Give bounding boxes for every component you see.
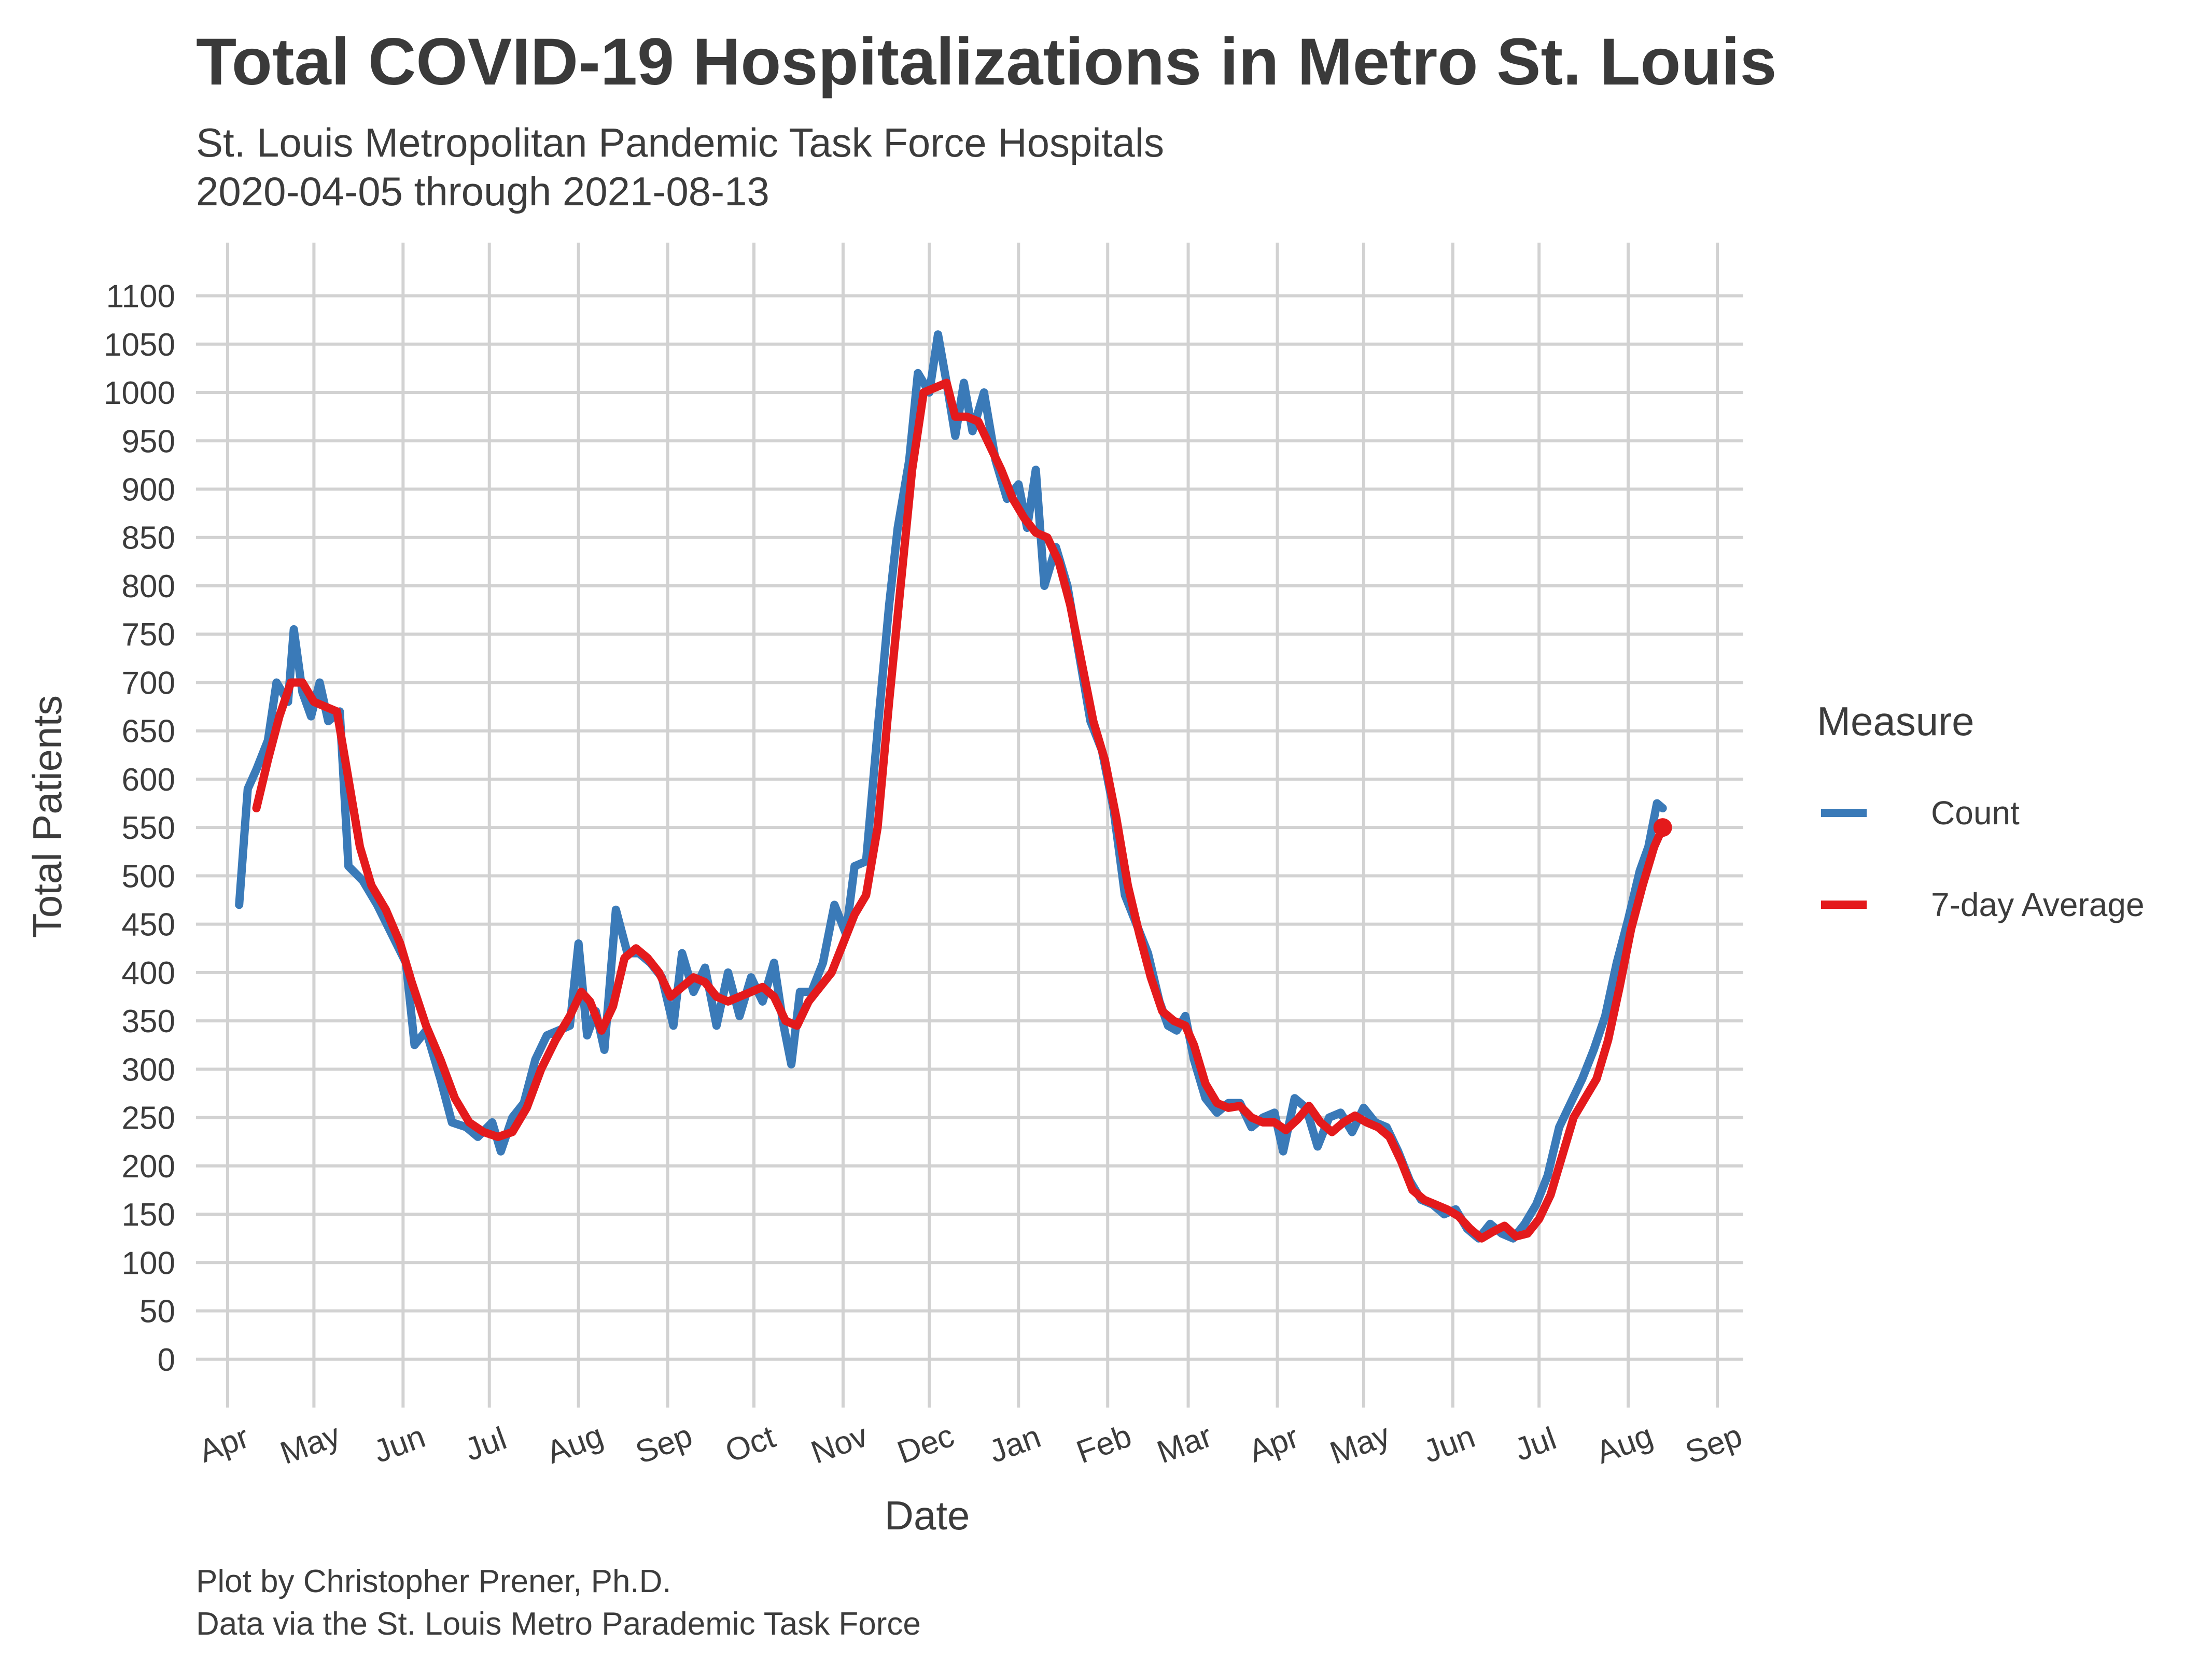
y-tick-label: 1050 xyxy=(104,327,175,363)
x-tick-label: May xyxy=(276,1417,345,1471)
x-tick-label: May xyxy=(1325,1417,1395,1471)
x-tick-label: Jun xyxy=(369,1418,430,1470)
y-tick-label: 550 xyxy=(122,810,175,846)
subtitle-line-2: 2020-04-05 through 2021-08-13 xyxy=(196,168,769,214)
x-tick-label: Aug xyxy=(542,1417,608,1471)
y-tick-label: 400 xyxy=(122,955,175,991)
y-tick-label: 650 xyxy=(122,714,175,750)
chart-subtitle: St. Louis Metropolitan Pandemic Task For… xyxy=(196,118,1164,216)
y-tick-label: 250 xyxy=(122,1101,175,1136)
subtitle-line-1: St. Louis Metropolitan Pandemic Task For… xyxy=(196,120,1165,165)
y-tick-label: 900 xyxy=(122,472,175,508)
x-tick-label: Jun xyxy=(1419,1418,1480,1470)
x-tick-label: Sep xyxy=(631,1417,697,1471)
series-endpoint-7-day-average xyxy=(1653,818,1672,837)
x-tick-label: Aug xyxy=(1591,1417,1657,1471)
y-axis: 0 50 100 150 200 250 300 350 400 450 500 550 600 650 7… xyxy=(104,279,175,1378)
chart-caption: Plot by Christopher Prener, Ph.D. Data v… xyxy=(196,1560,921,1646)
legend: Measure Count 7-day Average xyxy=(1817,698,2145,923)
y-tick-label: 700 xyxy=(122,665,175,701)
y-tick-label: 150 xyxy=(122,1197,175,1233)
y-tick-label: 500 xyxy=(122,859,175,894)
y-tick-label: 750 xyxy=(122,617,175,653)
y-tick-label: 300 xyxy=(122,1052,175,1088)
series-line-7-day-average xyxy=(252,378,1667,1243)
y-tick-label: 350 xyxy=(122,1004,175,1039)
x-tick-label: Jul xyxy=(1510,1421,1561,1468)
x-tick-label: Apr xyxy=(1244,1419,1303,1470)
y-tick-label: 200 xyxy=(122,1149,175,1185)
series-lines xyxy=(235,330,1672,1243)
y-tick-label: 100 xyxy=(122,1245,175,1281)
caption-line-2: Data via the St. Louis Metro Parademic T… xyxy=(196,1606,921,1642)
legend-title: Measure xyxy=(1817,698,1974,744)
x-tick-label: Oct xyxy=(721,1419,780,1470)
x-tick-label: Mar xyxy=(1153,1418,1217,1470)
y-tick-label: 1000 xyxy=(104,375,175,411)
y-axis-label: Total Patients xyxy=(24,695,70,938)
x-tick-label: Dec xyxy=(893,1417,959,1471)
x-tick-label: Jul xyxy=(460,1421,511,1468)
x-axis: Apr May Jun Jul Aug Sep Oct Nov Dec Jan Feb Mar Apr M… xyxy=(194,1417,1747,1471)
y-tick-label: 800 xyxy=(122,569,175,604)
legend-label-count: Count xyxy=(1931,794,2020,832)
y-tick-label: 0 xyxy=(158,1342,175,1378)
x-tick-label: Nov xyxy=(806,1417,872,1471)
x-tick-label: Feb xyxy=(1072,1418,1136,1470)
x-tick-label: Sep xyxy=(1681,1417,1746,1471)
y-tick-label: 950 xyxy=(122,424,175,459)
series-line-count xyxy=(235,330,1667,1243)
y-tick-label: 850 xyxy=(122,521,175,556)
x-tick-label: Jan xyxy=(985,1418,1046,1470)
caption-line-1: Plot by Christopher Prener, Ph.D. xyxy=(196,1564,671,1599)
y-tick-label: 450 xyxy=(122,907,175,943)
y-tick-label: 50 xyxy=(139,1294,175,1330)
y-tick-label: 1100 xyxy=(106,279,175,315)
x-axis-label: Date xyxy=(885,1493,970,1538)
x-tick-label: Apr xyxy=(194,1419,254,1470)
y-tick-label: 600 xyxy=(122,762,175,798)
chart-title: Total COVID-19 Hospitalizations in Metro… xyxy=(196,25,1777,99)
legend-label-7-day-average: 7-day Average xyxy=(1931,886,2145,923)
